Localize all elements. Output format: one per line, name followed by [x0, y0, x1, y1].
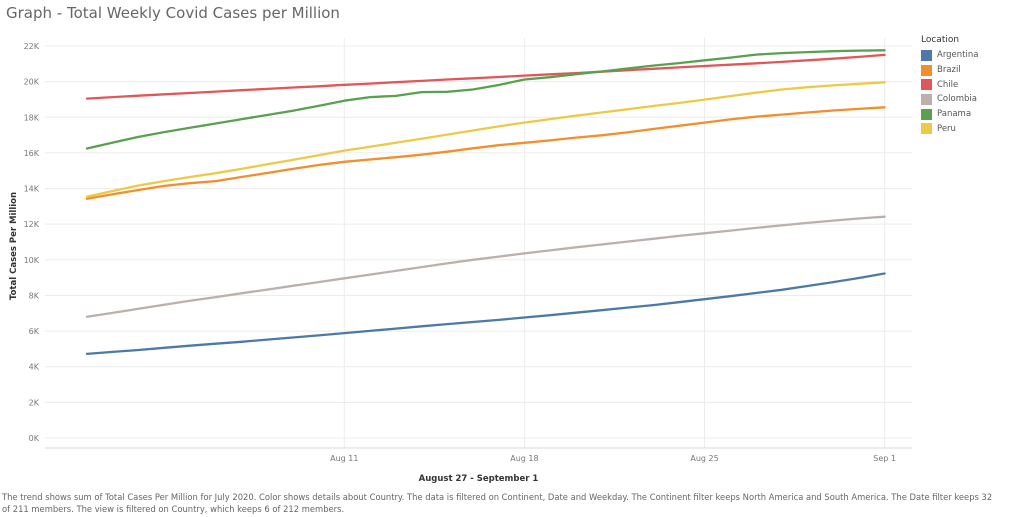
y-tick-label: 10K: [24, 256, 40, 265]
legend-swatch: [921, 79, 932, 91]
legend-title: Location: [921, 35, 960, 45]
y-axis-title: Total Cases Per Million: [9, 192, 19, 300]
series-line-argentina[interactable]: [85, 272, 886, 356]
x-tick-label: Sep 1: [873, 454, 896, 463]
y-tick-label: 20K: [24, 78, 40, 87]
legend-swatch: [921, 108, 932, 120]
legend-swatch: [921, 64, 932, 76]
series-line-peru[interactable]: [85, 81, 886, 198]
y-tick-label: 22K: [24, 42, 40, 51]
legend-label: Peru: [937, 123, 956, 134]
legend-label: Chile: [937, 79, 959, 90]
y-tick-label: 18K: [24, 113, 40, 122]
legend-swatch: [921, 123, 932, 135]
x-tick-label: Aug 11: [330, 454, 358, 463]
legend-item-colombia[interactable]: Colombia: [921, 92, 978, 107]
legend-item-peru[interactable]: Peru: [921, 121, 978, 136]
y-tick-label: 16K: [24, 149, 40, 158]
legend-item-panama[interactable]: Panama: [921, 107, 978, 122]
x-tick-label: Aug 25: [690, 454, 718, 463]
y-tick-label: 4K: [29, 363, 40, 372]
legend: Location Argentina Brazil Chile Colombia Pan…: [921, 35, 978, 136]
legend-swatch: [921, 93, 932, 105]
y-tick-label: 14K: [24, 185, 40, 194]
x-axis-title: August 27 - September 1: [419, 474, 539, 484]
y-tick-label: 6K: [29, 327, 40, 336]
series-line-colombia[interactable]: [85, 215, 886, 318]
y-tick-label: 2K: [29, 398, 40, 407]
y-tick-label: 0K: [29, 434, 40, 443]
legend-item-brazil[interactable]: Brazil: [921, 63, 978, 78]
series-line-brazil[interactable]: [85, 106, 886, 200]
y-tick-label: 8K: [29, 291, 40, 300]
legend-label: Brazil: [937, 65, 961, 76]
legend-item-chile[interactable]: Chile: [921, 77, 978, 92]
legend-label: Argentina: [937, 50, 979, 61]
y-tick-label: 12K: [24, 220, 40, 229]
legend-swatch: [921, 49, 932, 61]
series-line-chile[interactable]: [85, 53, 886, 100]
series-line-panama[interactable]: [85, 49, 886, 150]
chart-title: Graph - Total Weekly Covid Cases per Mil…: [6, 4, 340, 22]
legend-item-argentina[interactable]: Argentina: [921, 48, 978, 63]
legend-label: Panama: [937, 109, 972, 120]
x-tick-label: Aug 18: [510, 454, 538, 463]
legend-label: Colombia: [937, 94, 977, 105]
chart-caption: The trend shows sum of Total Cases Per M…: [2, 492, 993, 514]
